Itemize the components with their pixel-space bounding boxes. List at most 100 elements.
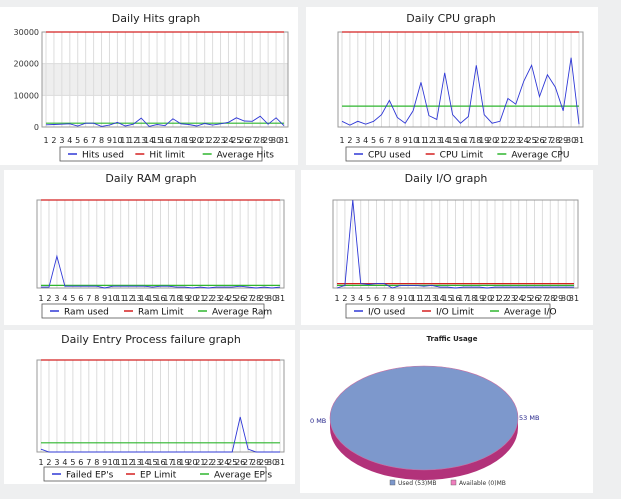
legend-label-used: Ram used xyxy=(64,308,109,318)
xtick-label: 17 xyxy=(458,294,468,303)
xtick-label: 8 xyxy=(94,458,99,467)
xtick-label: 16 xyxy=(155,458,165,467)
xtick-label: 11 xyxy=(116,294,126,303)
xtick-label: 25 xyxy=(227,294,237,303)
ytick-label: 0 xyxy=(34,123,39,132)
series-used-line xyxy=(45,115,285,127)
xtick-label: 12 xyxy=(128,136,138,145)
xtick-label: 26 xyxy=(529,294,539,303)
xtick-label: 14 xyxy=(144,136,154,145)
xtick-label: 10 xyxy=(112,136,122,145)
xtick-label: 10 xyxy=(108,458,118,467)
chart-title: Daily Entry Process failure graph xyxy=(61,333,241,346)
xtick-label: 27 xyxy=(247,136,257,145)
xtick-label: 18 xyxy=(171,458,181,467)
slice-label-used: 0 MB xyxy=(310,417,326,425)
legend-box xyxy=(59,146,263,162)
xtick-label: 3 xyxy=(54,458,59,467)
xtick-label: 7 xyxy=(382,294,387,303)
xtick-label: 3 xyxy=(350,294,355,303)
xtick-label: 3 xyxy=(355,136,360,145)
xtick-label: 7 xyxy=(91,136,96,145)
xtick-label: 4 xyxy=(363,136,368,145)
xtick-label: 12 xyxy=(424,136,434,145)
pie-side xyxy=(330,418,518,480)
xtick-label: 20 xyxy=(187,458,197,467)
xtick-label: 4 xyxy=(62,458,67,467)
xtick-label: 19 xyxy=(474,294,484,303)
xtick-label: 15 xyxy=(147,458,157,467)
traffic-panel: Traffic Usage 0 MB 53 MB Used (53)MB Availab… xyxy=(300,330,593,493)
xtick-label: 28 xyxy=(251,294,261,303)
slice-label-available: 53 MB xyxy=(519,414,539,422)
xtick-label: 23 xyxy=(215,136,225,145)
xtick-label: 17 xyxy=(163,294,173,303)
chart-title: Daily I/O graph xyxy=(405,172,488,185)
xtick-label: 9 xyxy=(398,294,403,303)
xtick-label: 7 xyxy=(387,136,392,145)
xtick-label: 5 xyxy=(75,136,80,145)
xtick-label: 20 xyxy=(192,136,202,145)
xtick-label: 31 xyxy=(574,136,584,145)
cpu-panel: Daily CPU graph 1 2 3 4 5 6 7 8 9 10 11 12 13 14 15 16 17… xyxy=(306,7,598,165)
xtick-label: 26 xyxy=(235,294,245,303)
xtick-label: 29 xyxy=(263,136,273,145)
xtick-label: 11 xyxy=(416,136,426,145)
xtick-label: 27 xyxy=(243,294,253,303)
xtick-label: 3 xyxy=(59,136,64,145)
xtick-label: 11 xyxy=(116,458,126,467)
xtick-label: 13 xyxy=(432,136,442,145)
legend-label-limit: Ram Limit xyxy=(138,308,184,318)
xtick-label: 4 xyxy=(62,294,67,303)
chart-title: Daily RAM graph xyxy=(105,172,196,185)
xtick-label: 19 xyxy=(179,458,189,467)
xtick-label: 21 xyxy=(200,136,210,145)
xtick-label: 27 xyxy=(537,294,547,303)
xtick-label: 2 xyxy=(347,136,352,145)
series-used-line xyxy=(41,254,281,289)
xtick-label: 19 xyxy=(184,136,194,145)
xtick-label: 13 xyxy=(132,458,142,467)
xtick-label: 1 xyxy=(38,294,43,303)
xtick-label: 1 xyxy=(339,136,344,145)
legend-box xyxy=(41,303,265,319)
xtick-label: 12 xyxy=(124,458,134,467)
traffic-usage-chart: Traffic Usage 0 MB 53 MB Used (53)MB Availab… xyxy=(310,335,539,487)
xtick-label: 13 xyxy=(427,294,437,303)
xtick-label: 14 xyxy=(139,294,149,303)
xtick-label: 16 xyxy=(155,294,165,303)
legend-label-1: Available (0)MB xyxy=(459,480,506,487)
xtick-label: 29 xyxy=(553,294,563,303)
xtick-label: 25 xyxy=(231,136,241,145)
xtick-label: 19 xyxy=(479,136,489,145)
xtick-label: 6 xyxy=(83,136,88,145)
xtick-label: 10 xyxy=(108,294,118,303)
xtick-label: 22 xyxy=(203,294,213,303)
xtick-label: 30 xyxy=(561,294,571,303)
xtick-label: 6 xyxy=(374,294,379,303)
legend-label-limit: I/O Limit xyxy=(436,308,474,318)
xtick-label: 16 xyxy=(455,136,465,145)
xtick-label: 15 xyxy=(443,294,453,303)
legend-label-limit: EP Limit xyxy=(140,471,177,481)
legend-box xyxy=(345,146,562,162)
xtick-label: 23 xyxy=(211,294,221,303)
xtick-label: 4 xyxy=(358,294,363,303)
xtick-label: 14 xyxy=(440,136,450,145)
xtick-label: 8 xyxy=(395,136,400,145)
xtick-label: 6 xyxy=(78,458,83,467)
xtick-label: 2 xyxy=(46,458,51,467)
xtick-label: 28 xyxy=(550,136,560,145)
ytick-label: 30000 xyxy=(14,28,39,37)
legend-swatch-1 xyxy=(450,479,457,486)
ytick-label: 10000 xyxy=(14,91,39,100)
legend-label-average: Average EP's xyxy=(214,471,272,481)
xtick-label: 22 xyxy=(498,294,508,303)
xtick-label: 24 xyxy=(219,294,229,303)
xtick-label: 25 xyxy=(527,136,537,145)
xtick-label: 10 xyxy=(408,136,418,145)
xtick-label: 27 xyxy=(243,458,253,467)
